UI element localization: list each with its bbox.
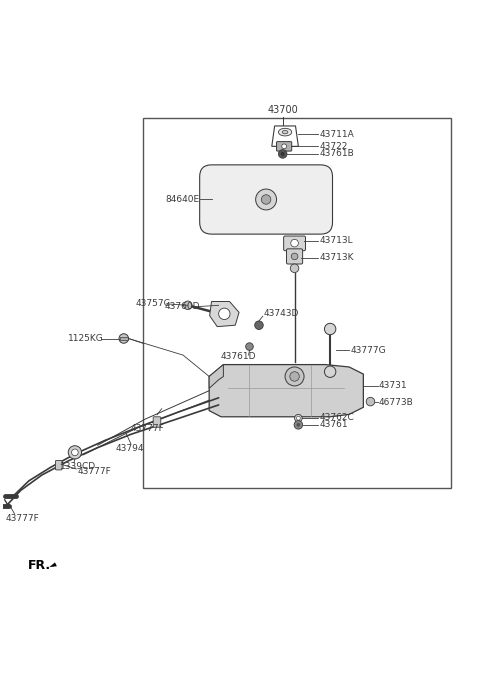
Circle shape — [278, 150, 287, 158]
Circle shape — [219, 308, 230, 320]
Text: 43794: 43794 — [116, 444, 144, 453]
Text: 43757C: 43757C — [136, 299, 170, 308]
Circle shape — [295, 414, 302, 422]
Circle shape — [68, 445, 82, 459]
Text: 43761: 43761 — [320, 420, 348, 429]
Text: 43761D: 43761D — [220, 352, 255, 361]
Circle shape — [291, 240, 299, 247]
Circle shape — [285, 367, 304, 386]
Text: 43722: 43722 — [320, 142, 348, 151]
Text: 43777G: 43777G — [350, 346, 386, 355]
Polygon shape — [210, 301, 239, 326]
FancyBboxPatch shape — [287, 249, 302, 264]
Text: 1125KG: 1125KG — [68, 334, 104, 343]
Circle shape — [324, 366, 336, 377]
Text: 43713K: 43713K — [320, 253, 354, 263]
Text: 1339CD: 1339CD — [60, 462, 96, 471]
Text: 46773B: 46773B — [379, 398, 414, 407]
Text: 43700: 43700 — [267, 104, 298, 114]
Circle shape — [72, 449, 78, 456]
Circle shape — [256, 189, 276, 210]
FancyBboxPatch shape — [284, 236, 305, 250]
Circle shape — [282, 144, 287, 149]
FancyBboxPatch shape — [276, 141, 292, 151]
Circle shape — [255, 321, 263, 330]
Text: 43713L: 43713L — [320, 236, 353, 245]
Circle shape — [294, 420, 302, 429]
Text: FR.: FR. — [27, 559, 50, 572]
Circle shape — [261, 195, 271, 204]
Text: 43762C: 43762C — [320, 413, 354, 422]
Text: 43760D: 43760D — [164, 302, 200, 311]
FancyBboxPatch shape — [153, 417, 161, 427]
Circle shape — [290, 372, 300, 381]
Text: 43743D: 43743D — [264, 309, 299, 318]
Ellipse shape — [282, 131, 288, 134]
Bar — [143, 118, 451, 488]
Bar — [120, 337, 128, 340]
Circle shape — [297, 423, 300, 427]
Circle shape — [290, 264, 299, 273]
FancyBboxPatch shape — [56, 460, 62, 470]
Circle shape — [324, 324, 336, 334]
Polygon shape — [209, 365, 223, 389]
Text: 43777F: 43777F — [78, 467, 111, 476]
Polygon shape — [272, 126, 299, 146]
Circle shape — [297, 416, 300, 420]
Circle shape — [246, 343, 253, 351]
Circle shape — [281, 152, 285, 156]
Circle shape — [119, 334, 129, 343]
Polygon shape — [49, 563, 57, 567]
Text: 84640E: 84640E — [165, 195, 199, 204]
FancyBboxPatch shape — [200, 165, 333, 234]
Circle shape — [291, 253, 298, 260]
Ellipse shape — [278, 129, 292, 136]
Circle shape — [366, 397, 375, 406]
Text: 43711A: 43711A — [320, 130, 354, 139]
Polygon shape — [209, 365, 363, 417]
Text: 43777F: 43777F — [5, 515, 39, 523]
Circle shape — [183, 301, 192, 309]
Text: 43777F: 43777F — [131, 424, 165, 433]
Text: 43761B: 43761B — [320, 150, 354, 158]
Text: 43731: 43731 — [379, 381, 408, 391]
